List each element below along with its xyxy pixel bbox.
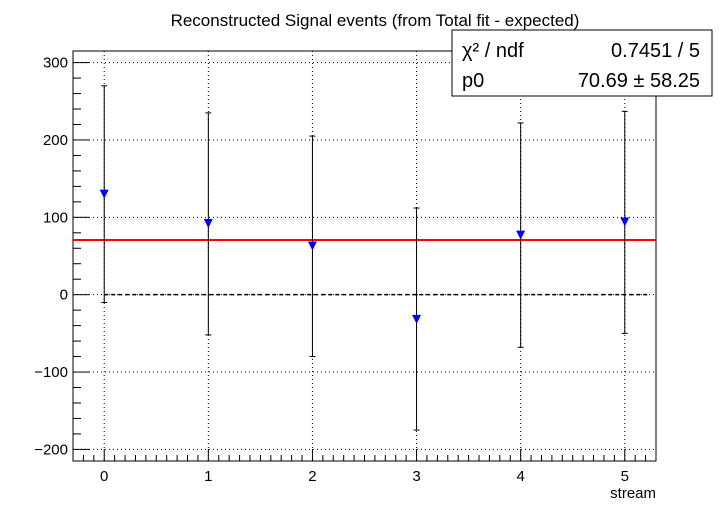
y-tick-label: 0	[60, 287, 68, 304]
x-tick-label: 3	[412, 468, 420, 485]
y-tick-label: 100	[43, 209, 68, 226]
data-point	[203, 219, 213, 229]
chart-title: Reconstructed Signal events (from Total …	[171, 11, 580, 30]
stats-chi2-label: χ² / ndf	[462, 40, 524, 62]
x-axis-title: stream	[610, 485, 656, 502]
data-point	[307, 241, 317, 251]
y-tick-label: −100	[34, 364, 68, 381]
y-tick-labels: −200 −100 0 100 200 300	[34, 55, 68, 459]
grid	[73, 51, 656, 461]
x-tick-labels: 0 1 2 3 4 5	[100, 468, 629, 485]
y-tick-label: −200	[34, 441, 68, 458]
plot-frame	[72, 50, 657, 462]
axes	[72, 62, 657, 461]
x-tick-label: 1	[204, 468, 212, 485]
stats-box: χ² / ndf 0.7451 / 5 p0 70.69 ± 58.25	[451, 29, 713, 97]
data-point	[516, 230, 526, 240]
x-tick-label: 4	[516, 468, 524, 485]
y-tick-label: 300	[43, 55, 68, 72]
stats-chi2-value: 0.7451 / 5	[611, 40, 700, 62]
data-point	[620, 217, 630, 227]
stats-box-frame	[451, 29, 713, 97]
x-tick-label: 0	[100, 468, 108, 485]
reference-lines	[73, 238, 656, 296]
data-series	[99, 85, 630, 431]
x-tick-label: 5	[621, 468, 629, 485]
data-point	[412, 314, 422, 324]
y-tick-label: 200	[43, 132, 68, 149]
stats-p0-value: 70.69 ± 58.25	[578, 70, 700, 92]
x-tick-label: 2	[308, 468, 316, 485]
data-point	[99, 189, 109, 199]
stats-p0-label: p0	[462, 70, 484, 92]
